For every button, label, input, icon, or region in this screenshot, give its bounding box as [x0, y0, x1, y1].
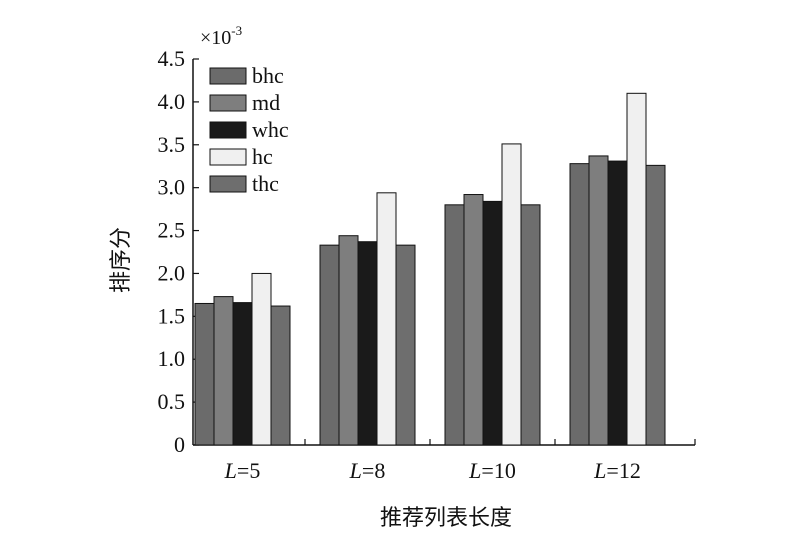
bar-bhc — [569, 163, 590, 446]
legend-swatch — [209, 94, 247, 112]
bar-bhc — [444, 204, 465, 446]
legend-item-md: md — [209, 90, 280, 115]
legend-label: md — [252, 90, 280, 115]
y-tick-label: 0 — [174, 432, 185, 457]
x-axis: L=5 L=8 L=10 L=12 — [193, 439, 696, 483]
bar-md — [213, 296, 234, 446]
bar-thc — [645, 164, 666, 446]
bar-bhc — [319, 244, 340, 446]
bar-thc — [520, 204, 541, 446]
y-tick-label: 3.5 — [158, 132, 186, 157]
legend-label: whc — [252, 117, 289, 142]
y-scale-multiplier: ×10-3 — [200, 23, 242, 49]
bar-hc — [251, 272, 272, 446]
bar-bhc — [194, 302, 215, 446]
bar-whc — [232, 302, 253, 446]
x-tick-label: L=5 — [224, 458, 261, 483]
bar-md — [338, 235, 359, 446]
y-axis: 0 0.5 1.0 1.5 2.0 2.5 3.0 3.5 4.0 4.5 — [158, 46, 199, 457]
y-tick-label: 3.0 — [158, 175, 186, 200]
legend-swatch — [209, 67, 247, 85]
y-tick-label: 2.0 — [158, 260, 186, 285]
bar-whc — [357, 241, 378, 446]
bar-thc — [395, 244, 416, 446]
legend-swatch — [209, 175, 247, 193]
y-tick-label: 2.5 — [158, 218, 186, 243]
x-tick-label: L=12 — [593, 458, 641, 483]
y-axis-title: 排序分 — [109, 227, 134, 293]
bar-thc — [270, 305, 291, 446]
legend-label: bhc — [252, 63, 284, 88]
x-axis-title: 推荐列表长度 — [380, 506, 512, 531]
y-tick-label: 4.0 — [158, 89, 186, 114]
x-tick-label: L=8 — [349, 458, 386, 483]
bar-md — [588, 155, 609, 446]
legend-item-bhc: bhc — [209, 63, 284, 88]
bar-hc — [626, 92, 647, 446]
bar-hc — [376, 192, 397, 446]
bars — [194, 92, 666, 446]
bar-whc — [607, 160, 628, 446]
legend-swatch — [209, 121, 247, 139]
legend-item-thc: thc — [209, 171, 279, 196]
x-tick-label: L=10 — [468, 458, 516, 483]
y-tick-label: 4.5 — [158, 46, 186, 71]
legend-item-hc: hc — [209, 144, 273, 169]
legend-label: hc — [252, 144, 273, 169]
bar-whc — [482, 200, 503, 446]
y-tick-label: 1.5 — [158, 303, 186, 328]
legend-item-whc: whc — [209, 117, 289, 142]
legend-swatch — [209, 148, 247, 166]
y-tick-label: 1.0 — [158, 346, 186, 371]
bar-hc — [501, 143, 522, 446]
legend-label: thc — [252, 171, 279, 196]
y-tick-label: 0.5 — [158, 389, 186, 414]
bar-md — [463, 194, 484, 446]
